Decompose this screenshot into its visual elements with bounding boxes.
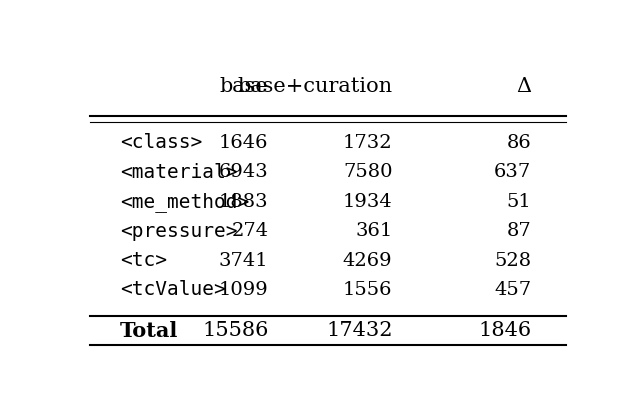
Text: Δ: Δ [516, 77, 531, 96]
Text: 528: 528 [494, 251, 531, 269]
Text: 1934: 1934 [343, 193, 392, 211]
Text: 361: 361 [355, 222, 392, 240]
Text: 1846: 1846 [478, 322, 531, 340]
Text: 15586: 15586 [202, 322, 269, 340]
Text: 51: 51 [507, 193, 531, 211]
Text: <tc>: <tc> [120, 251, 166, 270]
Text: 4269: 4269 [343, 251, 392, 269]
Text: 86: 86 [507, 134, 531, 152]
Text: 1099: 1099 [219, 281, 269, 299]
Text: 87: 87 [507, 222, 531, 240]
Text: 3741: 3741 [219, 251, 269, 269]
Text: 637: 637 [494, 163, 531, 181]
Text: 1883: 1883 [219, 193, 269, 211]
Text: 1646: 1646 [219, 134, 269, 152]
Text: <pressure>: <pressure> [120, 222, 237, 241]
Text: <tcValue>: <tcValue> [120, 281, 225, 299]
Text: 1556: 1556 [343, 281, 392, 299]
Text: <material>: <material> [120, 163, 237, 182]
Text: Total: Total [120, 321, 178, 341]
Text: base+curation: base+curation [237, 77, 392, 96]
Text: base: base [220, 77, 269, 96]
Text: 457: 457 [494, 281, 531, 299]
Text: 1732: 1732 [343, 134, 392, 152]
Text: 17432: 17432 [326, 322, 392, 340]
Text: 274: 274 [231, 222, 269, 240]
Text: <class>: <class> [120, 133, 202, 152]
Text: 7580: 7580 [343, 163, 392, 181]
Text: <me_method>: <me_method> [120, 192, 249, 212]
Text: 6943: 6943 [219, 163, 269, 181]
